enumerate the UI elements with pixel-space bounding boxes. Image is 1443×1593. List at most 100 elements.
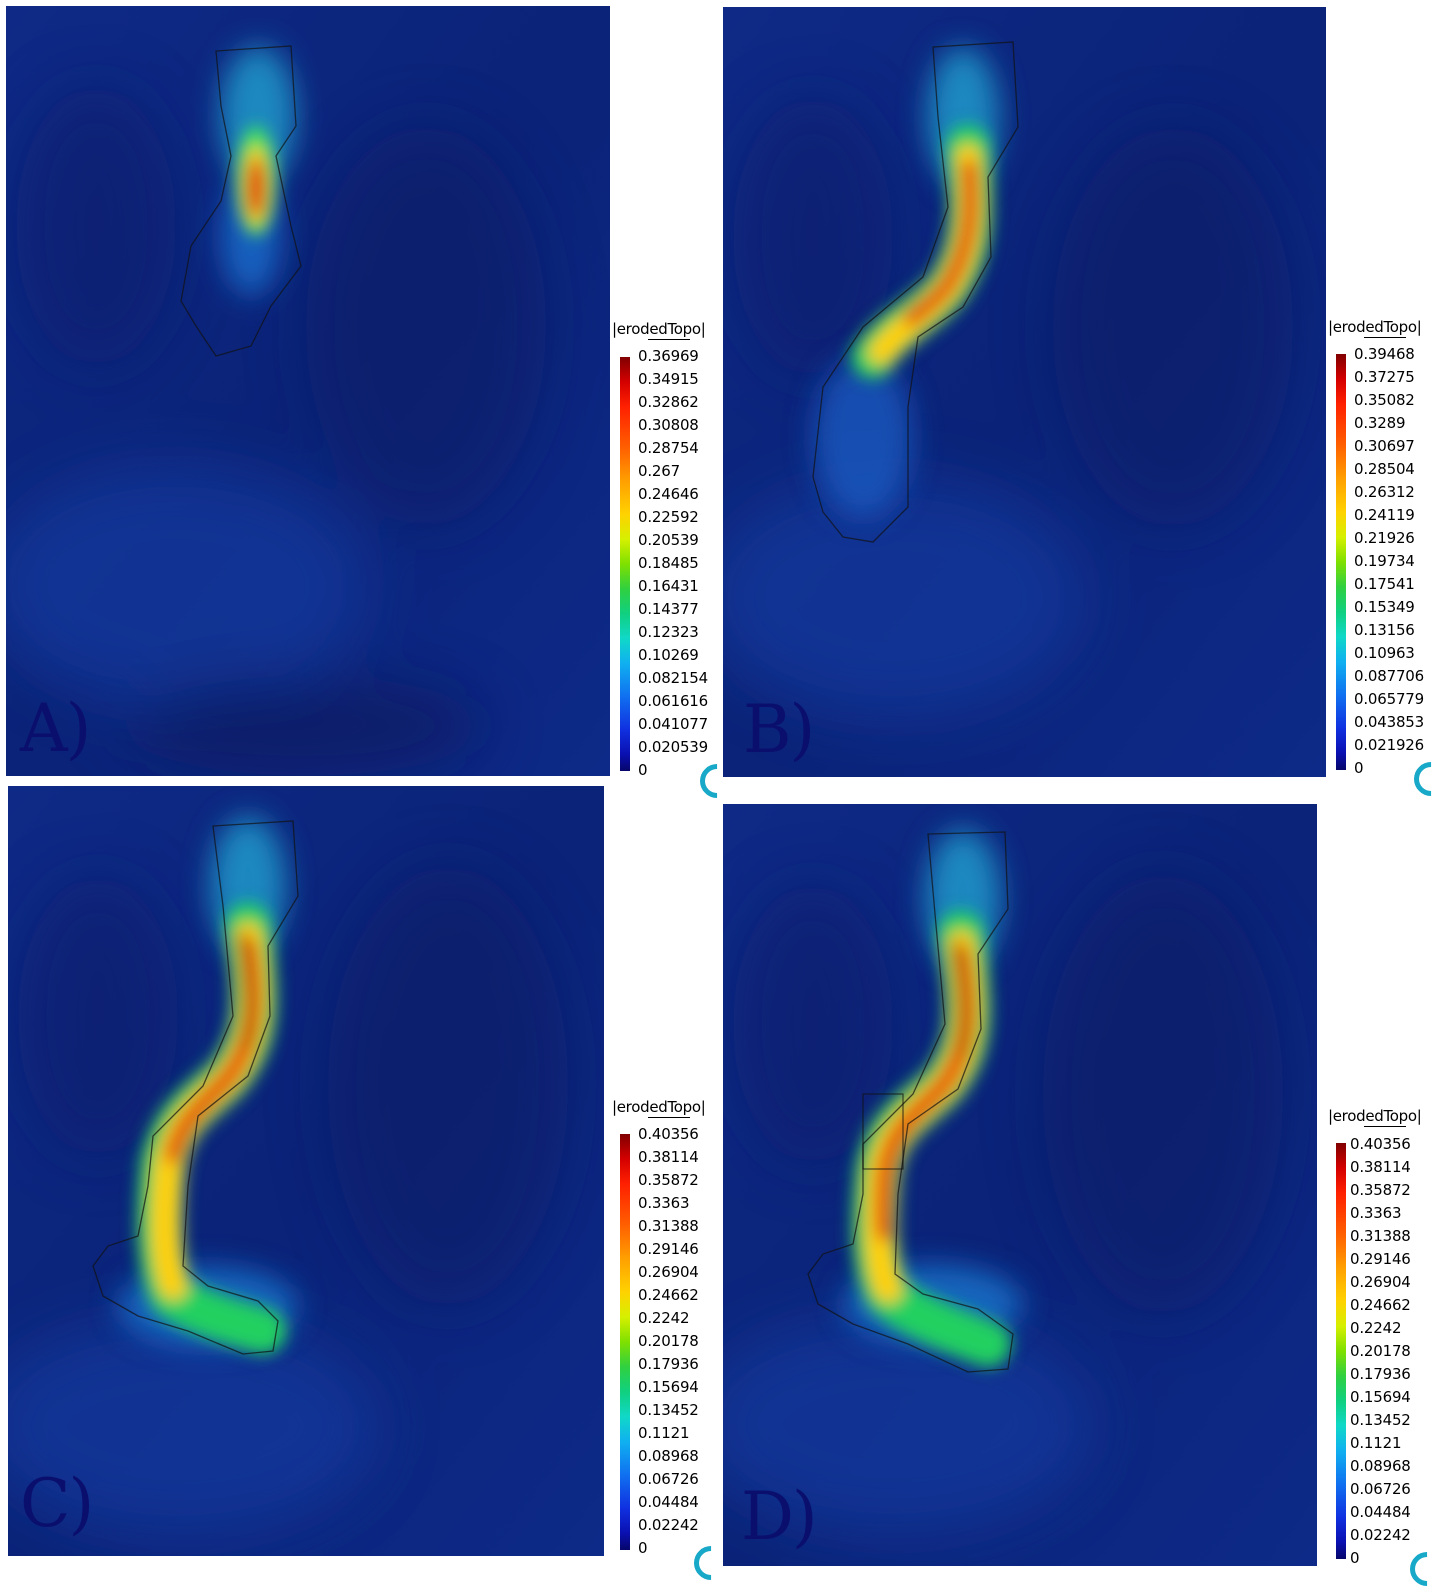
legend-tick-label: 0.17936 [638, 1355, 699, 1373]
legend-tick-label: 0.38114 [638, 1148, 699, 1166]
legend-tick-label: 0 [638, 1539, 648, 1557]
legend-tick-label: 0.082154 [638, 669, 708, 687]
legend-tick-label: 0 [1350, 1549, 1360, 1567]
legend-title-underline [1364, 337, 1406, 338]
legend-tick-label: 0.38114 [1350, 1158, 1411, 1176]
legend-tick-label: 0.31388 [638, 1217, 699, 1235]
panel-d-map: D) [723, 804, 1317, 1566]
legend-tick-label: 0.37275 [1354, 368, 1415, 386]
legend-tick-label: 0.35082 [1354, 391, 1415, 409]
panel-label-a: A) [20, 690, 91, 767]
legend-tick-label: 0.04484 [638, 1493, 699, 1511]
legend-tick-label: 0.13156 [1354, 621, 1415, 639]
legend-tick-label: 0.13452 [1350, 1411, 1411, 1429]
legend-tick-label: 0.24646 [638, 485, 699, 503]
legend-c: |erodedTopo| 0.40356 0.38114 0.35872 0.3363… [612, 1098, 722, 1560]
legend-tick-label: 0.15349 [1354, 598, 1415, 616]
legend-tick-label: 0.06726 [1350, 1480, 1411, 1498]
legend-tick-label: 0.22592 [638, 508, 699, 526]
panel-label-c: C) [20, 1465, 94, 1542]
colorbar [620, 357, 630, 771]
legend-tick-label: 0.26904 [1350, 1273, 1411, 1291]
legend-tick-label: 0.2242 [638, 1309, 690, 1327]
legend-tick-label: 0.08968 [638, 1447, 699, 1465]
legend-tick-label: 0.1121 [1350, 1434, 1402, 1452]
legend-tick-label: 0.021926 [1354, 736, 1424, 754]
legend-tick-label: 0.043853 [1354, 713, 1424, 731]
panel-c-map: C) [8, 786, 604, 1556]
legend-tick-label: 0.15694 [1350, 1388, 1411, 1406]
legend-tick-label: 0.16431 [638, 577, 699, 595]
panel-label-b: B) [743, 691, 815, 768]
legend-tick-label: 0.17936 [1350, 1365, 1411, 1383]
legend-tick-label: 0.02242 [638, 1516, 699, 1534]
colorbar [620, 1134, 630, 1550]
legend-tick-label: 0.061616 [638, 692, 708, 710]
colorbar [1336, 354, 1346, 770]
legend-title: |erodedTopo| [612, 320, 706, 338]
legend-title-underline [648, 339, 690, 340]
legend-tick-label: 0.04484 [1350, 1503, 1411, 1521]
legend-tick-label: 0.26904 [638, 1263, 699, 1281]
legend-tick-label: 0.267 [638, 462, 680, 480]
legend-tick-label: 0.13452 [638, 1401, 699, 1419]
legend-tick-label: 0 [638, 761, 648, 779]
panel-a-map: A) [6, 6, 610, 776]
legend-tick-label: 0.10269 [638, 646, 699, 664]
legend-title-underline [1364, 1126, 1406, 1127]
legend-tick-label: 0.18485 [638, 554, 699, 572]
legend-tick-label: 0.20539 [638, 531, 699, 549]
legend-tick-label: 0.40356 [638, 1125, 699, 1143]
legend-tick-label: 0.3363 [638, 1194, 690, 1212]
legend-tick-label: 0.30697 [1354, 437, 1415, 455]
legend-tick-label: 0.40356 [1350, 1135, 1411, 1153]
panel-b-map: B) [723, 7, 1326, 777]
legend-tick-label: 0.35872 [1350, 1181, 1411, 1199]
legend-tick-label: 0.39468 [1354, 345, 1415, 363]
legend-tick-label: 0.35872 [638, 1171, 699, 1189]
legend-tick-label: 0.24662 [1350, 1296, 1411, 1314]
legend-tick-label: 0.30808 [638, 416, 699, 434]
legend-tick-label: 0.08968 [1350, 1457, 1411, 1475]
legend-tick-label: 0.14377 [638, 600, 699, 618]
legend-tick-label: 0.20178 [1350, 1342, 1411, 1360]
legend-tick-label: 0.28754 [638, 439, 699, 457]
legend-tick-label: 0.21926 [1354, 529, 1415, 547]
legend-tick-label: 0.28504 [1354, 460, 1415, 478]
legend-tick-label: 0.24662 [638, 1286, 699, 1304]
legend-tick-label: 0.12323 [638, 623, 699, 641]
legend-tick-label: 0.02242 [1350, 1526, 1411, 1544]
legend-tick-label: 0.36969 [638, 347, 699, 365]
legend-tick-label: 0.087706 [1354, 667, 1424, 685]
legend-tick-label: 0.34915 [638, 370, 699, 388]
legend-title: |erodedTopo| [1328, 1107, 1422, 1125]
legend-b: |erodedTopo| 0.39468 0.37275 0.35082 0.3289… [1328, 318, 1438, 780]
legend-tick-label: 0.26312 [1354, 483, 1415, 501]
panel-label-d: D) [741, 1478, 818, 1555]
legend-tick-label: 0.1121 [638, 1424, 690, 1442]
legend-tick-label: 0.24119 [1354, 506, 1415, 524]
legend-tick-label: 0.17541 [1354, 575, 1415, 593]
legend-tick-label: 0.15694 [638, 1378, 699, 1396]
legend-tick-label: 0.31388 [1350, 1227, 1411, 1245]
legend-tick-label: 0.20178 [638, 1332, 699, 1350]
legend-tick-label: 0.3363 [1350, 1204, 1402, 1222]
legend-title: |erodedTopo| [1328, 318, 1422, 336]
legend-tick-label: 0.020539 [638, 738, 708, 756]
legend-d: |erodedTopo| 0.40356 0.38114 0.35872 0.3363… [1328, 1107, 1438, 1569]
legend-title-underline [648, 1117, 690, 1118]
legend-tick-label: 0.065779 [1354, 690, 1424, 708]
legend-tick-label: 0 [1354, 759, 1364, 777]
legend-tick-label: 0.32862 [638, 393, 699, 411]
legend-tick-label: 0.041077 [638, 715, 708, 733]
legend-tick-label: 0.29146 [1350, 1250, 1411, 1268]
legend-tick-label: 0.2242 [1350, 1319, 1402, 1337]
legend-tick-label: 0.19734 [1354, 552, 1415, 570]
legend-tick-label: 0.06726 [638, 1470, 699, 1488]
legend-title: |erodedTopo| [612, 1098, 706, 1116]
legend-tick-label: 0.10963 [1354, 644, 1415, 662]
legend-tick-label: 0.29146 [638, 1240, 699, 1258]
legend-tick-label: 0.3289 [1354, 414, 1406, 432]
colorbar [1336, 1143, 1346, 1559]
legend-a: |erodedTopo| 0.36969 0.34915 0.32862 0.3080… [612, 320, 722, 780]
